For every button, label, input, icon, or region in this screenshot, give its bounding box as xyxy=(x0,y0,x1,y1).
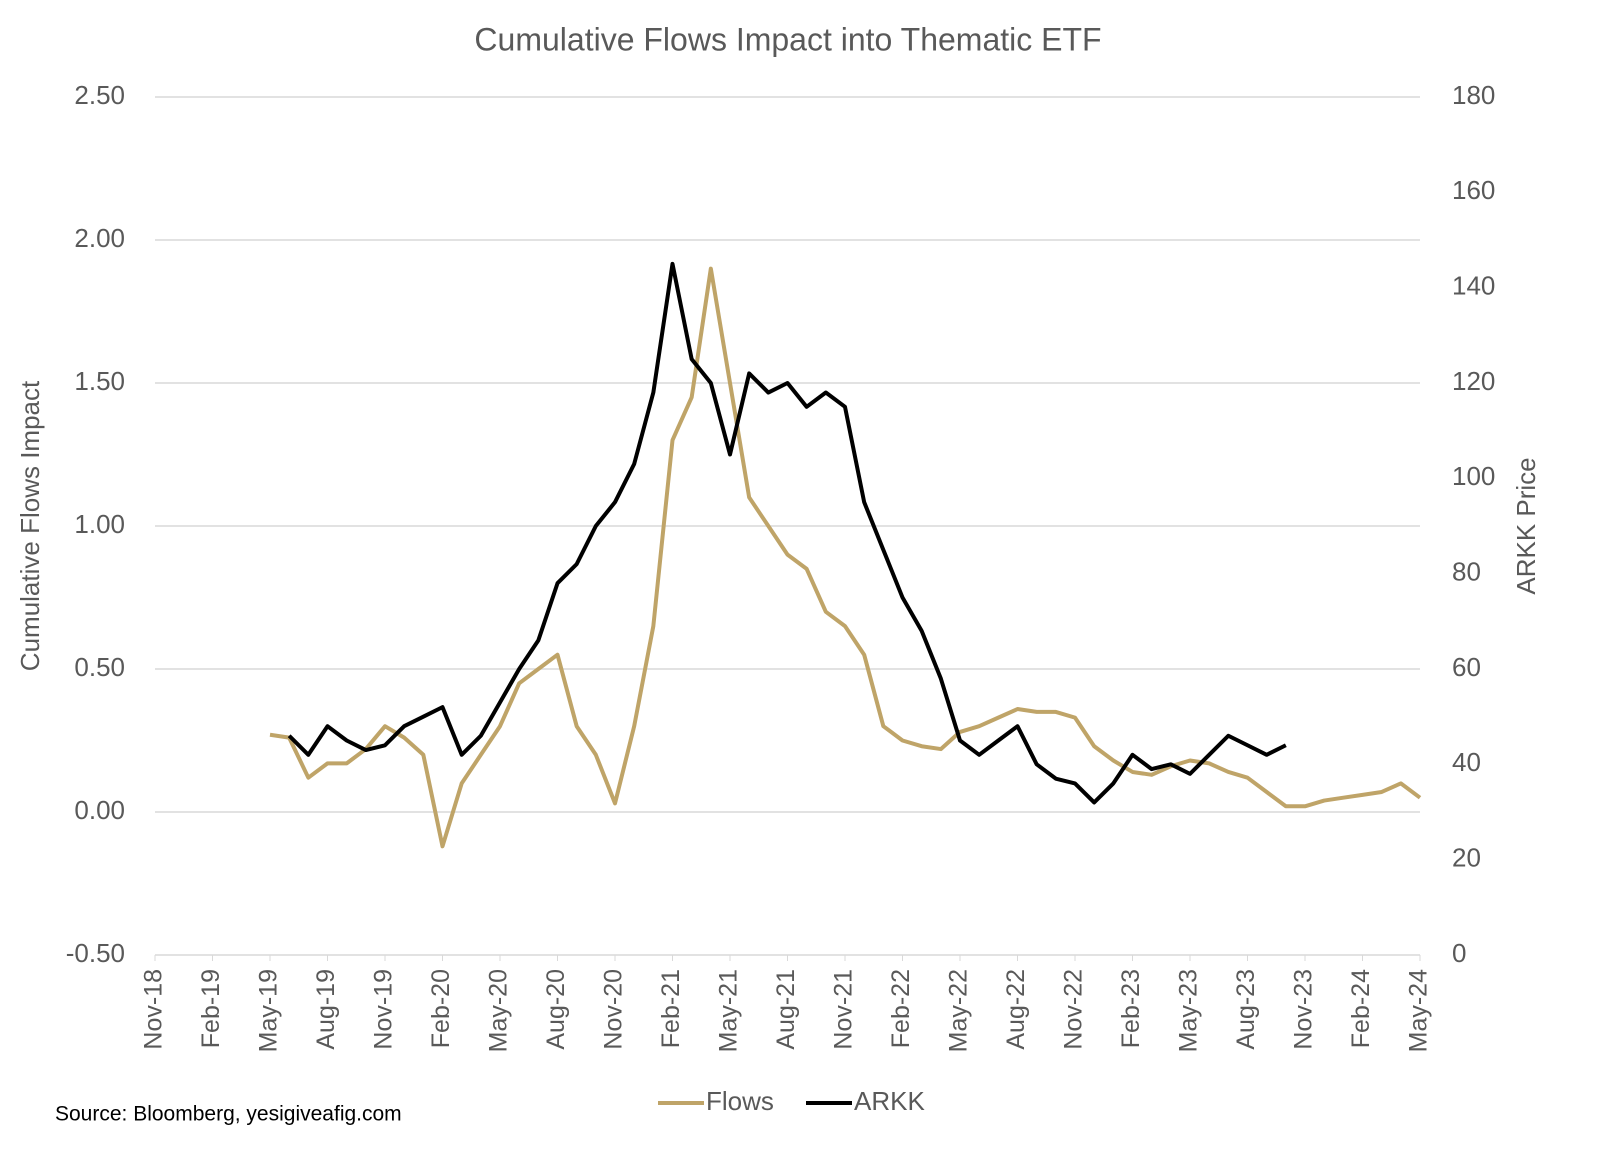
x-tick-label: Aug-19 xyxy=(312,969,340,1050)
x-tick-label: May-22 xyxy=(945,969,973,1052)
y2-tick-label: 40 xyxy=(1452,747,1481,777)
y2-tick-label: 140 xyxy=(1452,271,1495,301)
x-tick-label: Nov-19 xyxy=(370,969,398,1050)
y2-tick-label: 160 xyxy=(1452,175,1495,205)
x-tick-label: May-20 xyxy=(485,969,513,1052)
x-tick-label: Feb-23 xyxy=(1117,969,1145,1048)
y2-tick-label: 120 xyxy=(1452,366,1495,396)
x-tick-label: Aug-21 xyxy=(772,969,800,1050)
y2-tick-label: 180 xyxy=(1452,80,1495,110)
y2-tick-label: 0 xyxy=(1452,938,1466,968)
chart-title: Cumulative Flows Impact into Thematic ET… xyxy=(474,21,1101,57)
legend-label: ARKK xyxy=(854,1086,925,1116)
x-tick-label: Nov-21 xyxy=(830,969,858,1050)
x-tick-label: Feb-19 xyxy=(197,969,225,1048)
y-axis-title: Cumulative Flows Impact xyxy=(15,380,45,671)
x-tick-label: May-21 xyxy=(715,969,743,1052)
x-tick-label: Aug-23 xyxy=(1232,969,1260,1050)
y2-tick-label: 60 xyxy=(1452,652,1481,682)
x-tick-label: Nov-22 xyxy=(1060,969,1088,1050)
y-tick-label: 0.50 xyxy=(74,652,125,682)
y-tick-label: 0.00 xyxy=(74,795,125,825)
x-tick-label: Nov-23 xyxy=(1290,969,1318,1050)
y-tick-label: 2.00 xyxy=(74,223,125,253)
y-tick-label: 2.50 xyxy=(74,80,125,110)
x-tick-label: May-23 xyxy=(1175,969,1203,1052)
y2-tick-label: 80 xyxy=(1452,557,1481,587)
legend-label: Flows xyxy=(706,1086,774,1116)
y2-tick-label: 100 xyxy=(1452,461,1495,491)
y-tick-label: -0.50 xyxy=(66,938,125,968)
x-tick-label: Feb-22 xyxy=(887,969,915,1048)
y2-tick-label: 20 xyxy=(1452,843,1481,873)
y2-axis-title: ARKK Price xyxy=(1511,457,1541,594)
x-tick-label: Feb-21 xyxy=(657,969,685,1048)
x-tick-label: Feb-24 xyxy=(1347,969,1375,1048)
x-tick-label: May-24 xyxy=(1405,969,1433,1052)
y-tick-label: 1.50 xyxy=(74,366,125,396)
x-tick-label: Nov-20 xyxy=(600,969,628,1050)
series-line xyxy=(269,266,1422,849)
x-tick-label: Aug-22 xyxy=(1002,969,1030,1050)
series-line xyxy=(287,261,1287,805)
y-tick-label: 1.00 xyxy=(74,509,125,539)
x-tick-label: Aug-20 xyxy=(542,969,570,1050)
x-tick-label: Nov-18 xyxy=(140,969,168,1050)
x-tick-label: May-19 xyxy=(255,969,283,1052)
source: Source: Bloomberg, yesigiveafig.com xyxy=(55,1103,402,1126)
x-tick-label: Feb-20 xyxy=(427,969,455,1048)
